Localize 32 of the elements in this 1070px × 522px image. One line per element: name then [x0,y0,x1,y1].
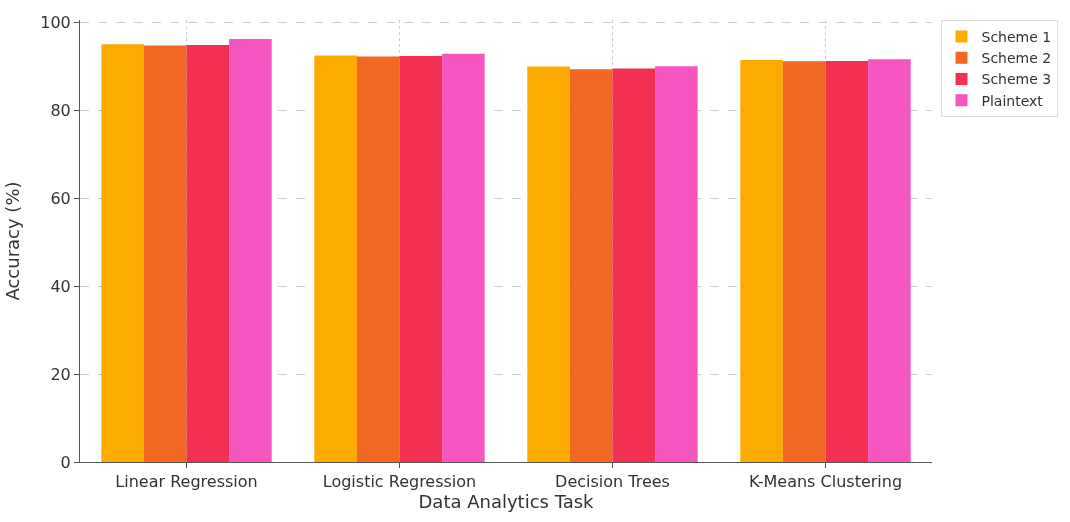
x-tick-label: Linear Regression [115,472,258,492]
bar [782,61,826,462]
bar [186,45,230,462]
legend-label: Scheme 3 [981,71,1052,88]
bar [356,56,400,462]
y-tick-label: 20 [50,364,71,384]
bar [825,60,869,462]
bar [612,68,656,462]
y-tick-label: 40 [50,276,71,296]
bar [527,66,570,462]
bar [655,66,698,462]
x-tick-label: K-Means Clustering [748,472,903,492]
bar [143,45,187,462]
y-tick-label: 0 [60,452,71,472]
bar [229,38,272,462]
x-tick-label: Logistic Regression [322,472,477,492]
bar [101,44,144,462]
y-tick-label: 60 [50,188,71,208]
bar [740,60,783,462]
y-tick-label: 100 [40,12,71,32]
legend-label: Scheme 2 [981,50,1052,67]
bar [442,53,485,462]
bar [314,55,357,462]
y-axis-title: Accuracy (%) [2,181,24,301]
x-axis-title: Data Analytics Task [418,491,595,513]
bar [868,59,911,462]
y-tick-label: 80 [50,100,71,120]
legend-label: Plaintext [981,92,1044,109]
legend-label: Scheme 1 [981,29,1052,46]
bar [569,69,613,462]
bar [399,56,443,462]
x-tick-label: Decision Trees [555,472,670,492]
